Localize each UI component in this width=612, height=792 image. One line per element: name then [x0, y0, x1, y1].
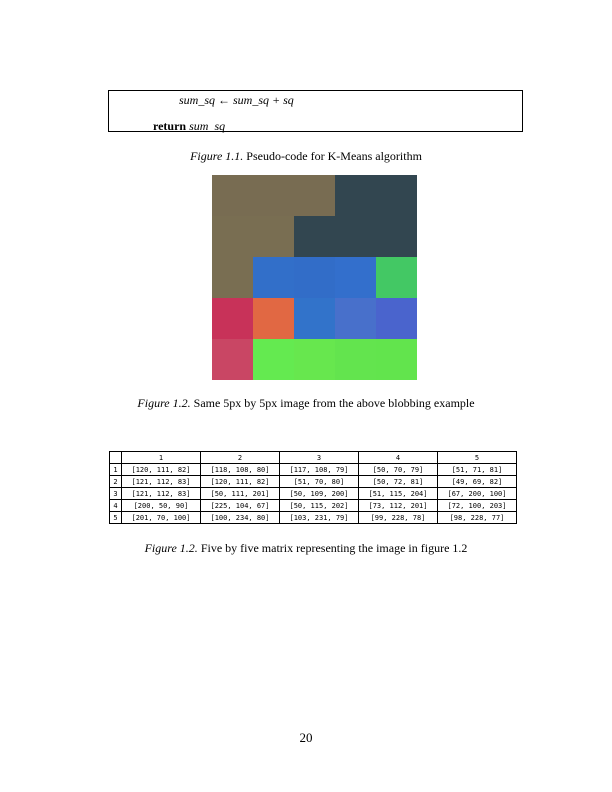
figure-1-2-text: Same 5px by 5px image from the above blo… — [193, 396, 475, 410]
pixel-cell — [294, 216, 335, 257]
pixel-cell — [335, 257, 376, 298]
return-value: sum_sq — [189, 119, 226, 133]
table-cell: [117, 108, 79] — [279, 463, 359, 476]
pixel-cell — [253, 175, 294, 216]
table-cell: [120, 111, 82] — [200, 475, 280, 488]
figure-matrix-caption: Figure 1.2. Five by five matrix represen… — [0, 541, 612, 556]
pixel-cell — [335, 339, 376, 380]
pixel-cell — [212, 216, 253, 257]
pixel-cell — [376, 257, 417, 298]
figure-1-1-caption: Figure 1.1. Pseudo-code for K-Means algo… — [0, 149, 612, 164]
table-row: 3 [121, 112, 83] [50, 111, 201] [50, 109… — [109, 487, 517, 500]
table-row: 4 [200, 50, 90] [225, 104, 67] [50, 115,… — [109, 499, 517, 512]
rgb-matrix-table: 1 2 3 4 5 1 [120, 111, 82] [118, 108, 80… — [109, 451, 517, 524]
table-cell: [121, 112, 83] — [121, 487, 201, 500]
pixel-image — [212, 175, 417, 380]
column-header: 4 — [358, 451, 438, 464]
figure-1-1-label: Figure 1.1. — [190, 149, 244, 163]
row-index: 4 — [109, 499, 122, 512]
pixel-cell — [294, 175, 335, 216]
table-cell: [50, 72, 81] — [358, 475, 438, 488]
table-cell: [118, 108, 80] — [200, 463, 280, 476]
code-line-update: sum_sq ← sum_sq + sq — [179, 93, 294, 107]
table-cell: [120, 111, 82] — [121, 463, 201, 476]
table-cell: [50, 70, 79] — [358, 463, 438, 476]
table-corner-cell — [109, 451, 122, 464]
table-cell: [98, 228, 77] — [437, 511, 517, 524]
column-header: 1 — [121, 451, 201, 464]
pixel-cell — [212, 257, 253, 298]
pixel-cell — [376, 175, 417, 216]
pixel-cell — [294, 298, 335, 339]
pixel-cell — [212, 175, 253, 216]
table-cell: [51, 71, 81] — [437, 463, 517, 476]
table-cell: [51, 115, 204] — [358, 487, 438, 500]
table-row: 2 [121, 112, 83] [120, 111, 82] [51, 70,… — [109, 475, 517, 488]
pseudo-code-box: sum_sq ← sum_sq + sq return sum_sq — [108, 90, 523, 134]
table-cell: [72, 100, 203] — [437, 499, 517, 512]
figure-1-2-caption: Figure 1.2. Same 5px by 5px image from t… — [0, 396, 612, 411]
return-keyword: return — [153, 119, 187, 133]
table-cell: [50, 109, 200] — [279, 487, 359, 500]
pixel-cell — [376, 339, 417, 380]
pixel-cell — [212, 298, 253, 339]
table-row: 1 [120, 111, 82] [118, 108, 80] [117, 10… — [109, 463, 517, 476]
row-index: 2 — [109, 475, 122, 488]
page-number: 20 — [299, 730, 313, 745]
pixel-cell — [335, 216, 376, 257]
table-cell: [51, 70, 80] — [279, 475, 359, 488]
table-cell: [50, 115, 202] — [279, 499, 359, 512]
table-header-row: 1 2 3 4 5 — [109, 451, 517, 464]
code-line-return: return sum_sq — [153, 119, 225, 134]
pixel-cell — [253, 339, 294, 380]
pixel-cell — [253, 257, 294, 298]
pixel-cell — [335, 175, 376, 216]
table-cell: [103, 231, 79] — [279, 511, 359, 524]
table-cell: [49, 69, 82] — [437, 475, 517, 488]
figure-1-2-label: Figure 1.2. — [137, 396, 191, 410]
column-header: 2 — [200, 451, 280, 464]
table-cell: [201, 70, 100] — [121, 511, 201, 524]
pixel-cell — [335, 298, 376, 339]
row-index: 5 — [109, 511, 122, 524]
column-header: 3 — [279, 451, 359, 464]
column-header: 5 — [437, 451, 517, 464]
pixel-cell — [253, 216, 294, 257]
pixel-cell — [376, 298, 417, 339]
pixel-cell — [294, 257, 335, 298]
pixel-cell — [253, 298, 294, 339]
pixel-cell — [212, 339, 253, 380]
table-cell: [200, 50, 90] — [121, 499, 201, 512]
table-cell: [100, 234, 80] — [200, 511, 280, 524]
row-index: 1 — [109, 463, 122, 476]
row-index: 3 — [109, 487, 122, 500]
table-cell: [73, 112, 201] — [358, 499, 438, 512]
pixel-cell — [294, 339, 335, 380]
figure-matrix-label: Figure 1.2. — [144, 541, 198, 555]
table-cell: [99, 228, 78] — [358, 511, 438, 524]
figure-matrix-text: Five by five matrix representing the ima… — [200, 541, 468, 555]
pixel-cell — [376, 216, 417, 257]
table-row: 5 [201, 70, 100] [100, 234, 80] [103, 23… — [109, 511, 517, 524]
figure-1-1-text: Pseudo-code for K-Means algorithm — [246, 149, 422, 163]
table-cell: [67, 200, 100] — [437, 487, 517, 500]
table-cell: [50, 111, 201] — [200, 487, 280, 500]
table-cell: [225, 104, 67] — [200, 499, 280, 512]
table-cell: [121, 112, 83] — [121, 475, 201, 488]
